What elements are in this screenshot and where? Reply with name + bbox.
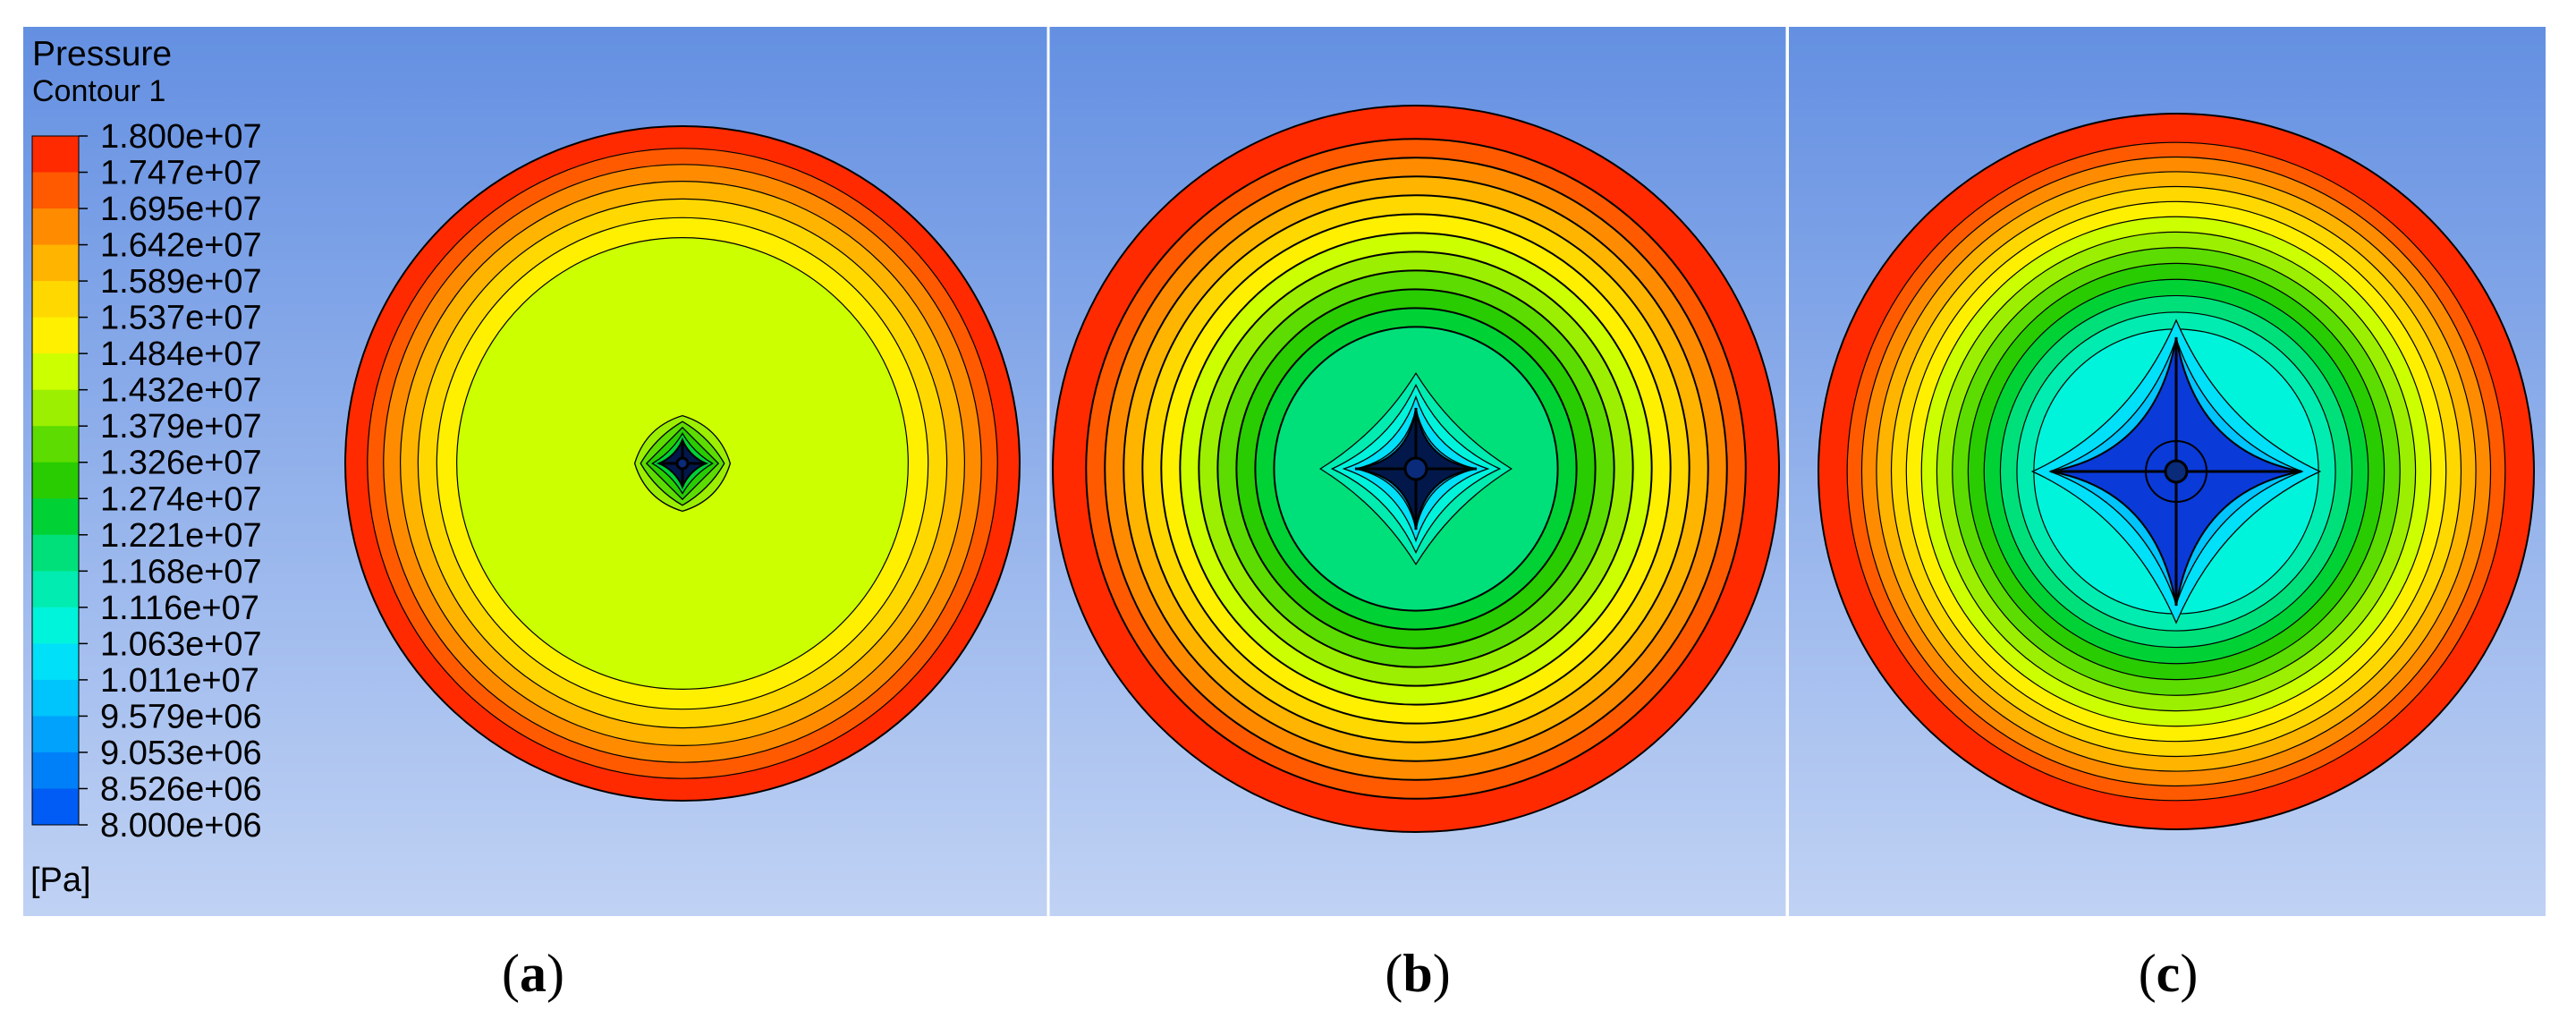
legend-color-band bbox=[32, 571, 79, 608]
legend-tick-label: 1.589e+07 bbox=[100, 263, 262, 301]
legend-unit: [Pa] bbox=[30, 862, 91, 899]
caption-b: (b) bbox=[1385, 944, 1450, 1003]
legend-color-bar bbox=[31, 135, 80, 826]
legend-tick-label: 1.379e+07 bbox=[100, 408, 262, 446]
legend-tick-label: 1.747e+07 bbox=[100, 155, 262, 192]
caption-c: (c) bbox=[2139, 944, 2199, 1003]
legend-color-band bbox=[32, 281, 79, 318]
legend-bar-border bbox=[31, 135, 80, 826]
legend-color-band bbox=[32, 389, 79, 427]
legend-color-band bbox=[32, 534, 79, 572]
wellbore bbox=[2164, 459, 2189, 484]
legend-tick-label: 1.326e+07 bbox=[100, 445, 262, 482]
legend-subtitle: Contour 1 bbox=[32, 74, 165, 108]
legend-title: Pressure bbox=[32, 35, 172, 73]
legend-color-band bbox=[32, 643, 79, 681]
legend-tick-label: 1.695e+07 bbox=[100, 191, 262, 228]
legend-color-band bbox=[32, 317, 79, 354]
contour-plot-b bbox=[1052, 105, 1780, 833]
wellbore bbox=[675, 456, 690, 471]
legend-color-band bbox=[32, 679, 79, 717]
legend-tick-label: 1.221e+07 bbox=[100, 517, 262, 555]
legend-tick-label: 1.274e+07 bbox=[100, 480, 262, 518]
legend-tick-label: 1.642e+07 bbox=[100, 227, 262, 265]
legend-tick-label: 1.063e+07 bbox=[100, 625, 262, 663]
wellbore-ring bbox=[2145, 440, 2207, 503]
wellbore bbox=[1403, 456, 1428, 481]
legend-tick-label: 9.053e+06 bbox=[100, 735, 262, 772]
legend-color-band bbox=[32, 462, 79, 499]
legend-color-band bbox=[32, 716, 79, 753]
legend-tick-label: 1.800e+07 bbox=[100, 118, 262, 156]
legend-tick-label: 1.537e+07 bbox=[100, 300, 262, 337]
legend-tick-label: 1.168e+07 bbox=[100, 553, 262, 590]
legend-tick-label: 1.432e+07 bbox=[100, 372, 262, 410]
legend-color-band bbox=[32, 353, 79, 391]
legend-tick-label: 9.579e+06 bbox=[100, 698, 262, 735]
legend-tick-label: 1.484e+07 bbox=[100, 335, 262, 373]
legend-color-band bbox=[32, 208, 79, 246]
legend-tick-label: 8.526e+06 bbox=[100, 770, 262, 808]
legend-color-band bbox=[32, 244, 79, 282]
legend-color-band bbox=[32, 136, 79, 174]
color-legend: Pressure Contour 1 1.800e+071.747e+071.6… bbox=[30, 35, 262, 899]
legend-color-band bbox=[32, 172, 79, 209]
legend-color-band bbox=[32, 752, 79, 789]
legend-color-band bbox=[32, 788, 79, 826]
legend-tick-label: 1.116e+07 bbox=[100, 590, 259, 627]
legend-tick-label: 1.011e+07 bbox=[100, 662, 259, 700]
legend-tick-label: 8.000e+06 bbox=[100, 807, 262, 845]
legend-color-band bbox=[32, 498, 79, 536]
legend-tick-labels: 1.800e+071.747e+071.695e+071.642e+071.58… bbox=[79, 118, 262, 845]
contour-plot-a bbox=[344, 125, 1021, 802]
legend-color-band bbox=[32, 607, 79, 644]
legend-color-band bbox=[32, 426, 79, 463]
caption-a: (a) bbox=[502, 944, 564, 1003]
contour-plot-c bbox=[1818, 113, 2535, 830]
